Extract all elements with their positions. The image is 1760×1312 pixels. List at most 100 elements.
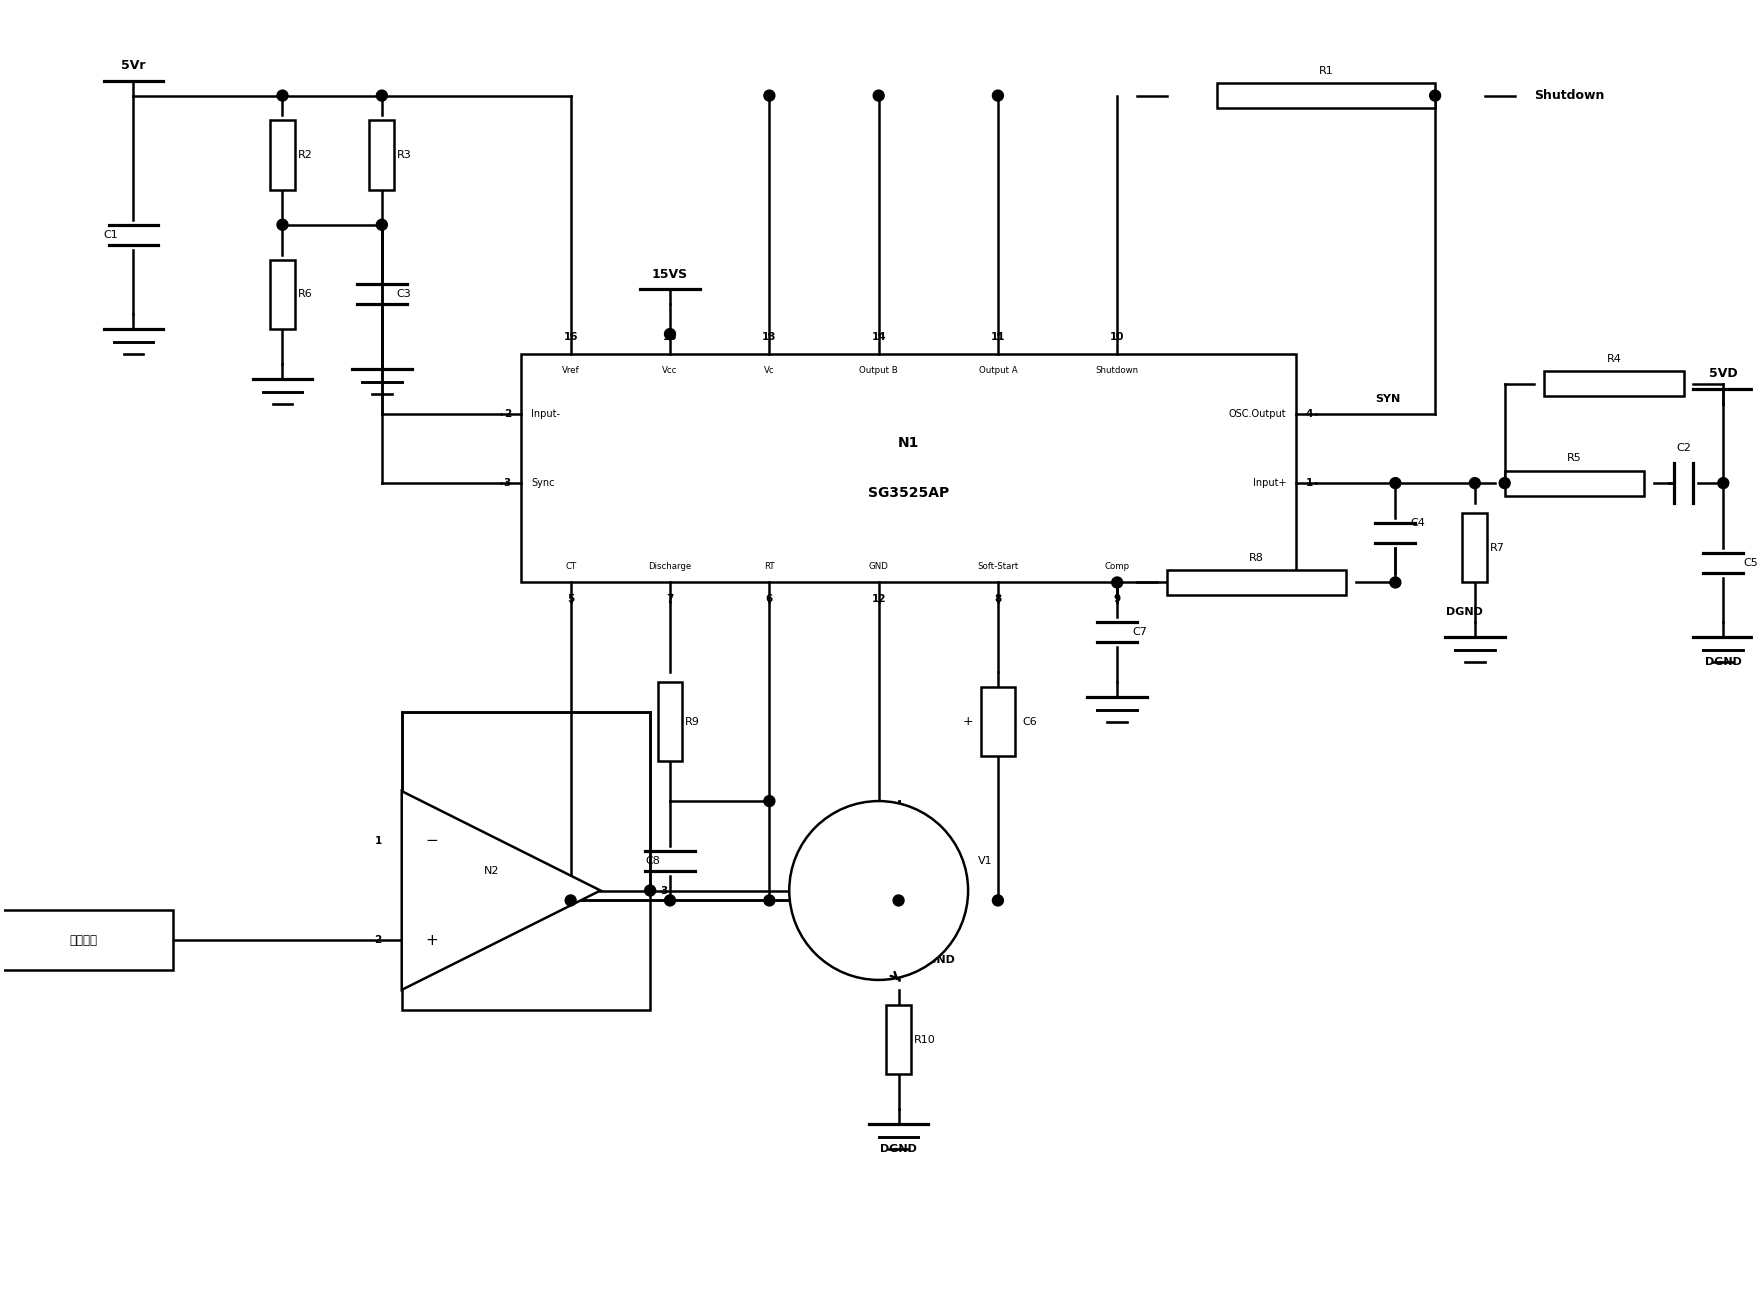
Text: Shutdown: Shutdown [1535, 89, 1605, 102]
Bar [1545, 371, 1684, 396]
Text: 7: 7 [667, 594, 674, 605]
Text: R6: R6 [297, 290, 312, 299]
Circle shape [377, 219, 387, 230]
Text: DGND: DGND [1705, 657, 1742, 666]
Text: R7: R7 [1489, 543, 1505, 552]
Text: 4: 4 [1306, 408, 1313, 419]
Text: V1: V1 [979, 855, 993, 866]
Text: 10: 10 [1111, 332, 1125, 342]
Circle shape [764, 895, 774, 905]
Text: CT: CT [565, 562, 576, 571]
Circle shape [993, 91, 1003, 101]
Text: Shutdown: Shutdown [1095, 366, 1139, 375]
Circle shape [788, 802, 968, 980]
Text: 3: 3 [503, 478, 510, 488]
Circle shape [993, 895, 1003, 905]
Bar [980, 686, 1016, 756]
Text: +: + [426, 933, 438, 947]
Text: N2: N2 [484, 866, 498, 875]
Text: 5Vr: 5Vr [121, 59, 146, 72]
Text: Vc: Vc [764, 366, 774, 375]
Bar [885, 1005, 912, 1075]
Bar [658, 682, 683, 761]
Text: +: + [963, 715, 973, 728]
Bar [370, 121, 394, 190]
Circle shape [764, 91, 774, 101]
Text: Sync: Sync [532, 478, 554, 488]
Text: C6: C6 [1023, 716, 1037, 727]
Circle shape [1390, 577, 1401, 588]
Text: 调制信号: 调制信号 [70, 934, 99, 947]
Bar [1167, 569, 1346, 594]
Circle shape [1112, 577, 1123, 588]
Text: Discharge: Discharge [648, 562, 692, 571]
Bar [269, 121, 296, 190]
Text: 2: 2 [375, 935, 382, 945]
Text: 15VS: 15VS [651, 268, 688, 281]
Text: GND: GND [869, 562, 889, 571]
Text: 11: 11 [991, 332, 1005, 342]
Text: Soft-Start: Soft-Start [977, 562, 1019, 571]
Bar [521, 354, 1295, 583]
Text: R4: R4 [1607, 354, 1621, 363]
Text: −: − [426, 833, 438, 849]
Circle shape [665, 895, 676, 905]
Text: C2: C2 [1676, 443, 1691, 454]
Text: C1: C1 [104, 230, 118, 240]
Circle shape [764, 795, 774, 807]
Text: C7: C7 [1132, 627, 1148, 638]
Text: RT: RT [764, 562, 774, 571]
Text: DGND: DGND [1447, 607, 1484, 617]
Text: C8: C8 [646, 855, 660, 866]
Text: 1: 1 [375, 836, 382, 846]
Text: 3: 3 [660, 886, 667, 896]
Text: C5: C5 [1742, 558, 1758, 568]
Text: DGND: DGND [919, 955, 956, 966]
Text: 9: 9 [1114, 594, 1121, 605]
Text: 5: 5 [567, 594, 574, 605]
Polygon shape [401, 791, 600, 989]
Circle shape [276, 91, 289, 101]
Text: 16: 16 [563, 332, 577, 342]
Text: Comp: Comp [1105, 562, 1130, 571]
Text: 14: 14 [871, 332, 885, 342]
Circle shape [565, 895, 576, 905]
Text: 1: 1 [1306, 478, 1313, 488]
Text: Vref: Vref [561, 366, 579, 375]
Circle shape [665, 328, 676, 340]
Text: N1: N1 [898, 437, 919, 450]
Bar [1216, 83, 1434, 108]
Bar [1463, 513, 1487, 583]
Circle shape [1500, 478, 1510, 488]
Text: 15: 15 [664, 332, 678, 342]
Text: R5: R5 [1566, 453, 1582, 463]
Text: Vcc: Vcc [662, 366, 678, 375]
Circle shape [644, 886, 656, 896]
Text: Input+: Input+ [1253, 478, 1287, 488]
Text: 8: 8 [994, 594, 1001, 605]
Text: 12: 12 [871, 594, 885, 605]
Circle shape [276, 219, 289, 230]
Circle shape [377, 91, 387, 101]
Text: OSC.Output: OSC.Output [1228, 408, 1287, 419]
Text: 2: 2 [503, 408, 510, 419]
Text: C4: C4 [1410, 518, 1426, 527]
Text: 6: 6 [766, 594, 773, 605]
Text: R8: R8 [1250, 552, 1264, 563]
Text: Output B: Output B [859, 366, 898, 375]
Bar [269, 260, 296, 329]
Text: R3: R3 [396, 150, 412, 160]
Text: Input-: Input- [532, 408, 560, 419]
Circle shape [1390, 478, 1401, 488]
Circle shape [1429, 91, 1441, 101]
Text: R1: R1 [1318, 66, 1332, 76]
Circle shape [1470, 478, 1480, 488]
Circle shape [873, 91, 884, 101]
Bar [0, 911, 172, 970]
Text: 13: 13 [762, 332, 776, 342]
Text: Output A: Output A [979, 366, 1017, 375]
Circle shape [1718, 478, 1728, 488]
Text: C3: C3 [396, 290, 412, 299]
Text: R10: R10 [913, 1035, 935, 1044]
Text: R2: R2 [297, 150, 312, 160]
